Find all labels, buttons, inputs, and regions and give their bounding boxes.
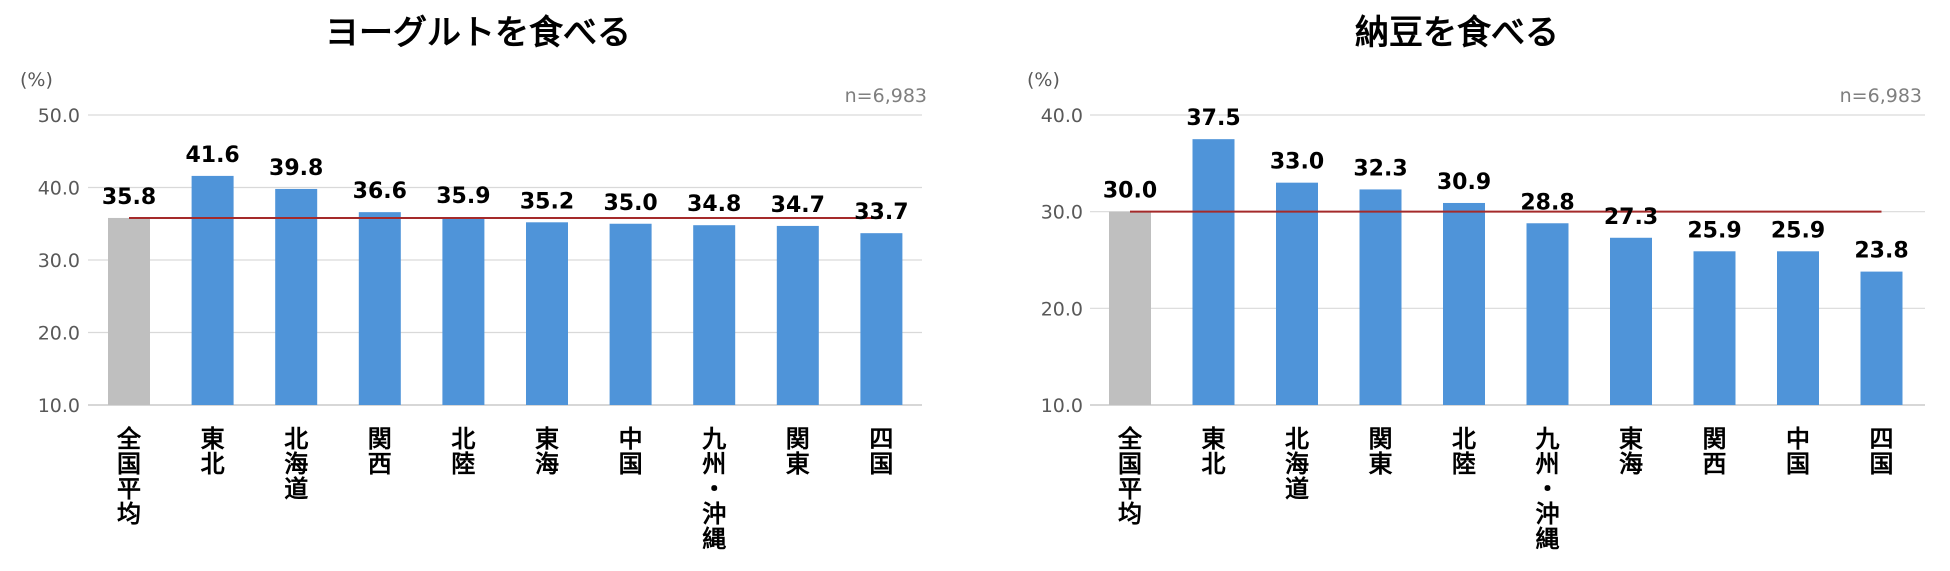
bar-region (358, 212, 401, 405)
y-tick-label: 50.0 (38, 105, 80, 127)
value-label: 35.0 (603, 191, 657, 216)
value-label: 39.8 (269, 156, 323, 181)
value-label: 36.6 (353, 179, 407, 204)
value-label: 34.8 (687, 192, 741, 217)
value-label: 32.3 (1353, 156, 1407, 181)
value-label: 33.7 (854, 200, 908, 225)
bars (108, 175, 903, 405)
value-label: 30.0 (1103, 179, 1157, 204)
value-label: 25.9 (1687, 218, 1741, 243)
chart-panel-yogurt: ヨーグルトを食べる (%) n=6,983 10.0 20.0 30.0 40.0 50… (20, 13, 927, 553)
value-label: 41.6 (185, 143, 239, 168)
value-label: 35.9 (436, 184, 490, 209)
category-label: 中国 (1786, 425, 1810, 478)
category-label: 東北 (201, 425, 225, 478)
unit-label: (%) (20, 69, 53, 91)
bar-region (1860, 271, 1903, 405)
chart-panel-natto: 納豆を食べる (%) n=6,983 10.0 20.0 30.0 40.0 30.0… (975, 0, 1950, 571)
y-tick-label: 20.0 (1041, 298, 1083, 320)
category-label: 中国 (619, 425, 643, 478)
bar-region (776, 225, 819, 405)
bar-region (442, 217, 485, 405)
category-label: 全国平均 (116, 425, 142, 528)
bar-region (860, 233, 903, 405)
bar-national-average (1109, 211, 1151, 405)
value-label: 30.9 (1437, 170, 1491, 195)
bar-national-average (108, 217, 150, 405)
category-label: 北陸 (1452, 425, 1476, 478)
bar-region (693, 225, 736, 405)
category-label: 四国 (1870, 425, 1894, 478)
y-tick-label: 10.0 (1041, 395, 1083, 417)
value-label: 35.2 (520, 189, 574, 214)
sample-size-label: n=6,983 (845, 85, 927, 107)
category-label: 北海道 (284, 425, 308, 503)
value-label: 35.8 (102, 185, 156, 210)
bar-region (609, 223, 652, 405)
y-tick-label: 20.0 (38, 323, 80, 345)
value-labels: 35.8 41.6 39.8 36.6 35.9 35.2 35.0 34.8 34.7 33.7 (102, 143, 909, 225)
category-label: 関東 (786, 425, 810, 478)
category-label: 全国平均 (1117, 425, 1143, 528)
bar-region (1693, 251, 1736, 405)
category-label: 北海道 (1285, 425, 1309, 503)
category-label: 東海 (535, 425, 559, 478)
y-tick-label: 30.0 (38, 250, 80, 272)
value-label: 37.5 (1186, 106, 1240, 131)
bar-region (275, 188, 318, 405)
category-label: 北陸 (451, 425, 475, 478)
bars (1109, 139, 1903, 405)
chart-svg-natto: 納豆を食べる (%) n=6,983 10.0 20.0 30.0 40.0 30.0… (1027, 13, 1925, 553)
value-labels: 30.0 37.5 33.0 32.3 30.9 28.8 27.3 25.9 25.9 23.8 (1103, 106, 1909, 263)
chart-title: ヨーグルトを食べる (325, 13, 631, 53)
bar-region (1192, 139, 1235, 405)
y-tick-label: 40.0 (1041, 105, 1083, 127)
category-label: 東北 (1202, 425, 1226, 478)
bar-region (1443, 202, 1485, 405)
value-label: 28.8 (1520, 190, 1574, 215)
bar-region (526, 222, 568, 405)
bar-region (1276, 182, 1318, 405)
y-axis-ticks: 10.0 20.0 30.0 40.0 (1041, 105, 1083, 417)
bar-region (191, 175, 234, 405)
value-label: 23.8 (1854, 239, 1908, 264)
category-label: 東海 (1619, 425, 1643, 478)
category-label: 関東 (1369, 425, 1393, 478)
bar-region (1526, 223, 1569, 405)
chart-title: 納豆を食べる (1355, 13, 1559, 53)
bar-region (1610, 237, 1652, 405)
category-label: 九州・沖縄 (701, 425, 726, 553)
category-label: 関西 (1703, 425, 1727, 478)
category-labels: 全国平均 東北 北海道 関東 北陸 九州・沖縄 東海 関西 中国 四国 (1117, 425, 1894, 553)
y-axis-ticks: 10.0 20.0 30.0 40.0 50.0 (38, 105, 80, 417)
bar-region (1359, 189, 1402, 405)
value-label: 34.7 (771, 193, 825, 218)
category-label: 四国 (869, 425, 893, 478)
category-label: 関西 (368, 425, 392, 478)
value-label: 33.0 (1270, 150, 1324, 175)
y-tick-label: 40.0 (38, 178, 80, 200)
unit-label: (%) (1027, 69, 1060, 91)
sample-size-label: n=6,983 (1840, 85, 1922, 107)
bar-region (1777, 251, 1819, 405)
chart-svg-yogurt: ヨーグルトを食べる (%) n=6,983 10.0 20.0 30.0 40.0 50… (20, 13, 927, 553)
category-labels: 全国平均 東北 北海道 関西 北陸 東海 中国 九州・沖縄 関東 四国 (116, 425, 893, 553)
category-label: 九州・沖縄 (1535, 425, 1560, 553)
value-label: 25.9 (1771, 218, 1825, 243)
value-label: 27.3 (1604, 205, 1658, 230)
y-tick-label: 10.0 (38, 395, 80, 417)
y-tick-label: 30.0 (1041, 202, 1083, 224)
